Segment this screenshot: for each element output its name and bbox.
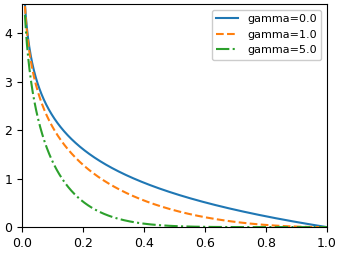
gamma=1.0 <box>325 226 329 229</box>
gamma=5.0 <box>38 126 42 129</box>
gamma=1.0 <box>316 226 320 229</box>
gamma=1.0 <box>38 98 42 101</box>
Line: gamma=1.0: gamma=1.0 <box>25 6 327 227</box>
Legend: gamma=0.0, gamma=1.0, gamma=5.0: gamma=0.0, gamma=1.0, gamma=5.0 <box>212 10 321 60</box>
Line: gamma=0.0: gamma=0.0 <box>25 4 327 227</box>
Line: gamma=5.0: gamma=5.0 <box>25 15 327 227</box>
gamma=5.0 <box>170 225 174 228</box>
gamma=0.0 <box>316 224 320 227</box>
gamma=0.0 <box>23 2 27 5</box>
gamma=1.0 <box>162 206 166 209</box>
gamma=0.0 <box>325 226 329 229</box>
gamma=1.0 <box>316 226 320 229</box>
gamma=0.0 <box>261 214 265 217</box>
gamma=1.0 <box>261 223 265 226</box>
gamma=5.0 <box>162 224 166 227</box>
gamma=5.0 <box>325 226 329 229</box>
gamma=0.0 <box>38 90 42 93</box>
gamma=1.0 <box>170 208 174 211</box>
gamma=1.0 <box>23 5 27 8</box>
gamma=5.0 <box>316 226 320 229</box>
gamma=0.0 <box>170 191 174 194</box>
gamma=0.0 <box>162 188 166 192</box>
gamma=5.0 <box>316 226 320 229</box>
gamma=5.0 <box>261 226 265 229</box>
gamma=0.0 <box>316 224 320 227</box>
gamma=5.0 <box>23 13 27 16</box>
